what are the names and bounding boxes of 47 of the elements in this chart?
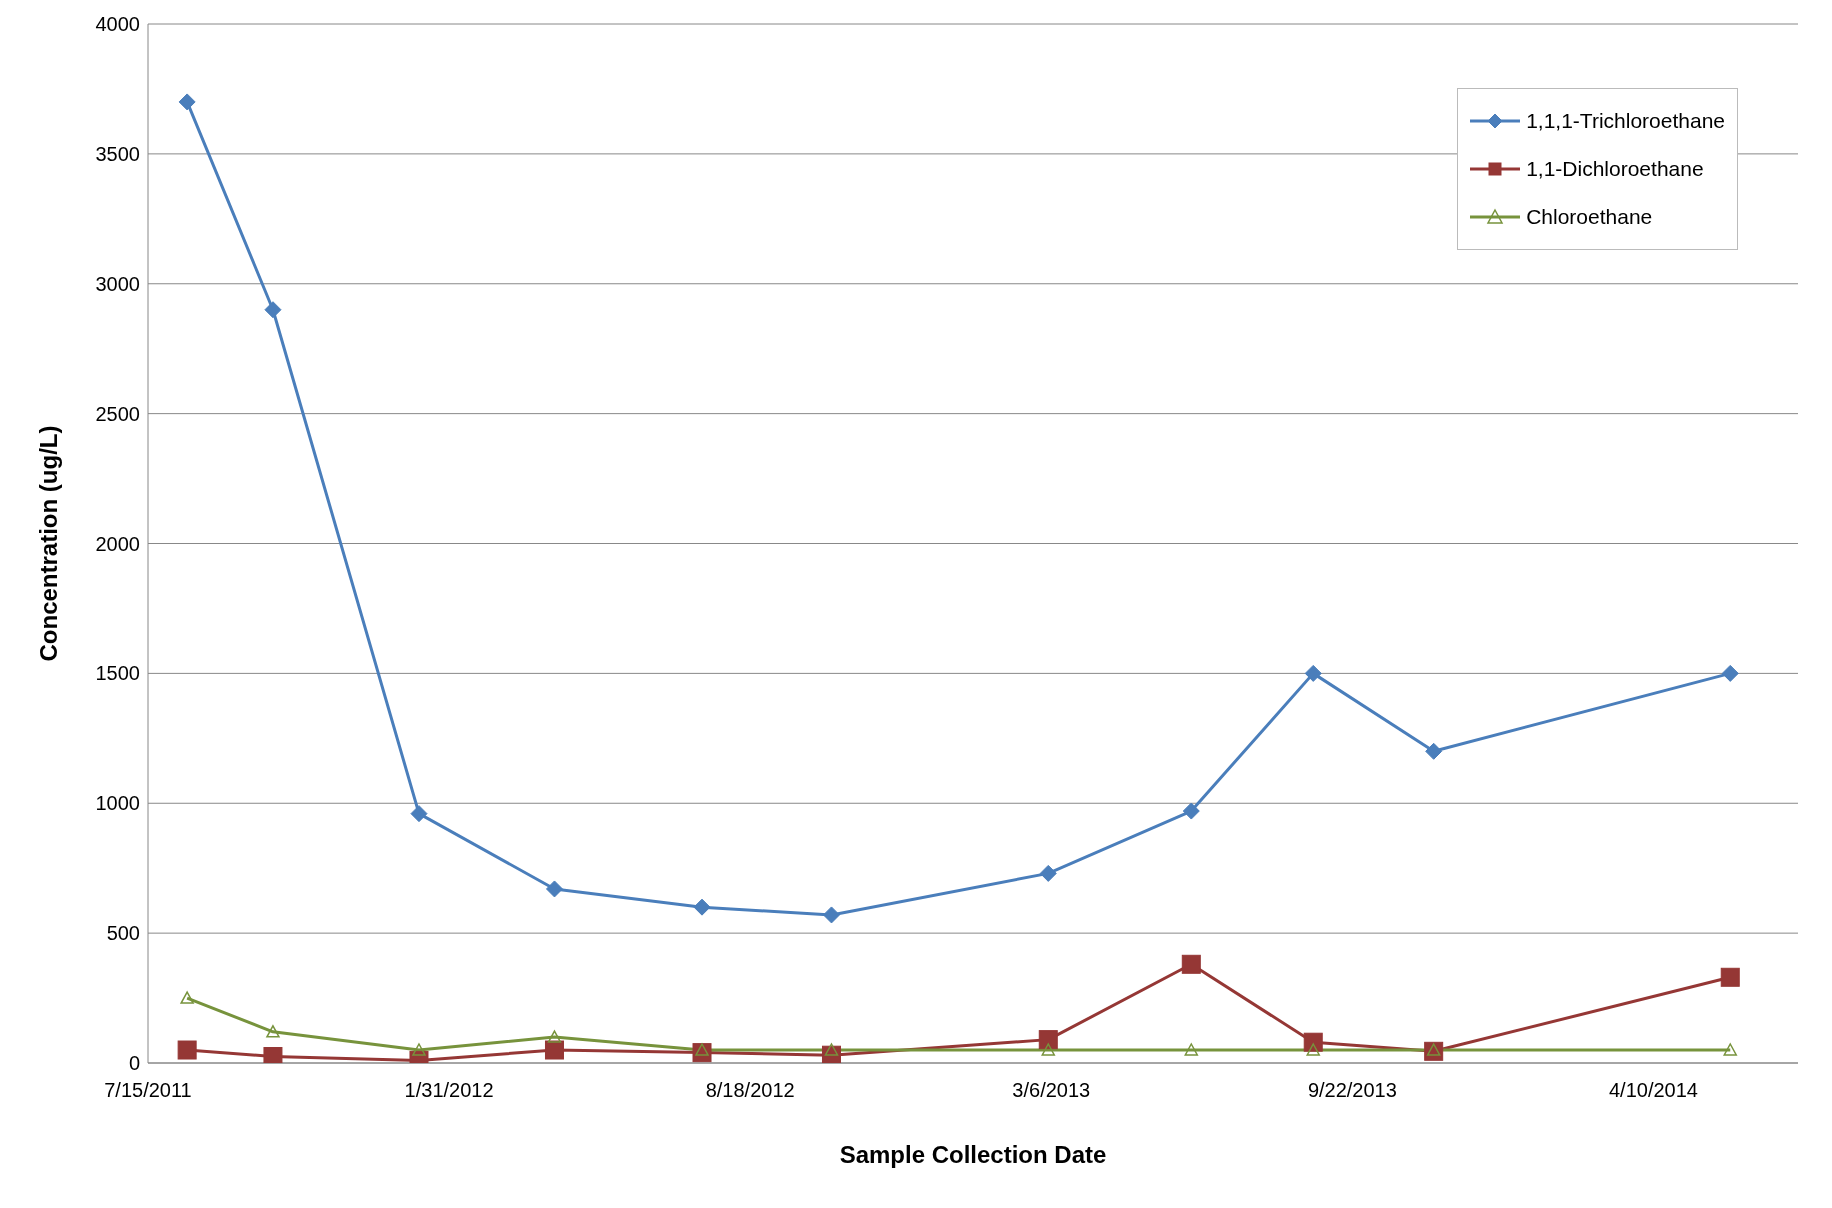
legend-label: 1,1,1-Trichloroethane xyxy=(1526,109,1725,133)
point xyxy=(1181,954,1201,974)
point xyxy=(547,1030,562,1043)
point xyxy=(824,1043,839,1056)
point xyxy=(266,1025,280,1038)
point xyxy=(1303,1032,1323,1052)
y-tick-label: 1500 xyxy=(95,662,140,685)
x-tick-label: 7/15/2011 xyxy=(104,1079,192,1102)
point xyxy=(1182,802,1200,820)
y-tick-label: 2500 xyxy=(95,402,140,425)
point xyxy=(693,898,711,916)
x-axis-title: Sample Collection Date xyxy=(839,1141,1107,1168)
point xyxy=(1038,1030,1058,1050)
x-tick-label: 9/22/2013 xyxy=(1307,1079,1397,1102)
x-tick-label: 4/10/2014 xyxy=(1608,1079,1698,1102)
point xyxy=(412,1043,426,1056)
point xyxy=(545,880,563,898)
point xyxy=(1041,1043,1056,1056)
point xyxy=(1425,742,1443,760)
point xyxy=(1720,967,1740,987)
legend-label: 1,1-Dichloroethane xyxy=(1526,157,1704,181)
point xyxy=(177,1040,197,1060)
point xyxy=(410,805,428,823)
point xyxy=(1184,1043,1199,1056)
point xyxy=(1721,664,1739,682)
y-tick-label: 500 xyxy=(106,922,140,945)
point xyxy=(178,93,196,111)
point xyxy=(822,906,840,924)
y-tick-label: 3000 xyxy=(95,272,140,295)
point xyxy=(1304,664,1322,682)
x-tick-label: 3/6/2013 xyxy=(1012,1079,1091,1102)
point xyxy=(1039,864,1057,882)
point xyxy=(544,1040,564,1060)
x-tick-label: 1/31/2012 xyxy=(404,1079,494,1102)
point xyxy=(1306,1043,1320,1056)
y-axis-title: Concentration (ug/L) xyxy=(34,425,62,662)
y-tick-label: 2000 xyxy=(95,532,140,555)
y-tick-label: 4000 xyxy=(95,13,140,36)
point xyxy=(264,301,282,319)
legend-label: Chloroethane xyxy=(1526,205,1653,229)
y-tick-label: 3500 xyxy=(95,142,140,165)
point xyxy=(263,1047,283,1063)
y-tick-label: 1000 xyxy=(95,792,140,815)
x-tick-label: 8/18/2012 xyxy=(705,1079,795,1102)
point xyxy=(180,991,194,1004)
y-tick-label: 0 xyxy=(128,1052,140,1075)
point xyxy=(1723,1043,1737,1056)
